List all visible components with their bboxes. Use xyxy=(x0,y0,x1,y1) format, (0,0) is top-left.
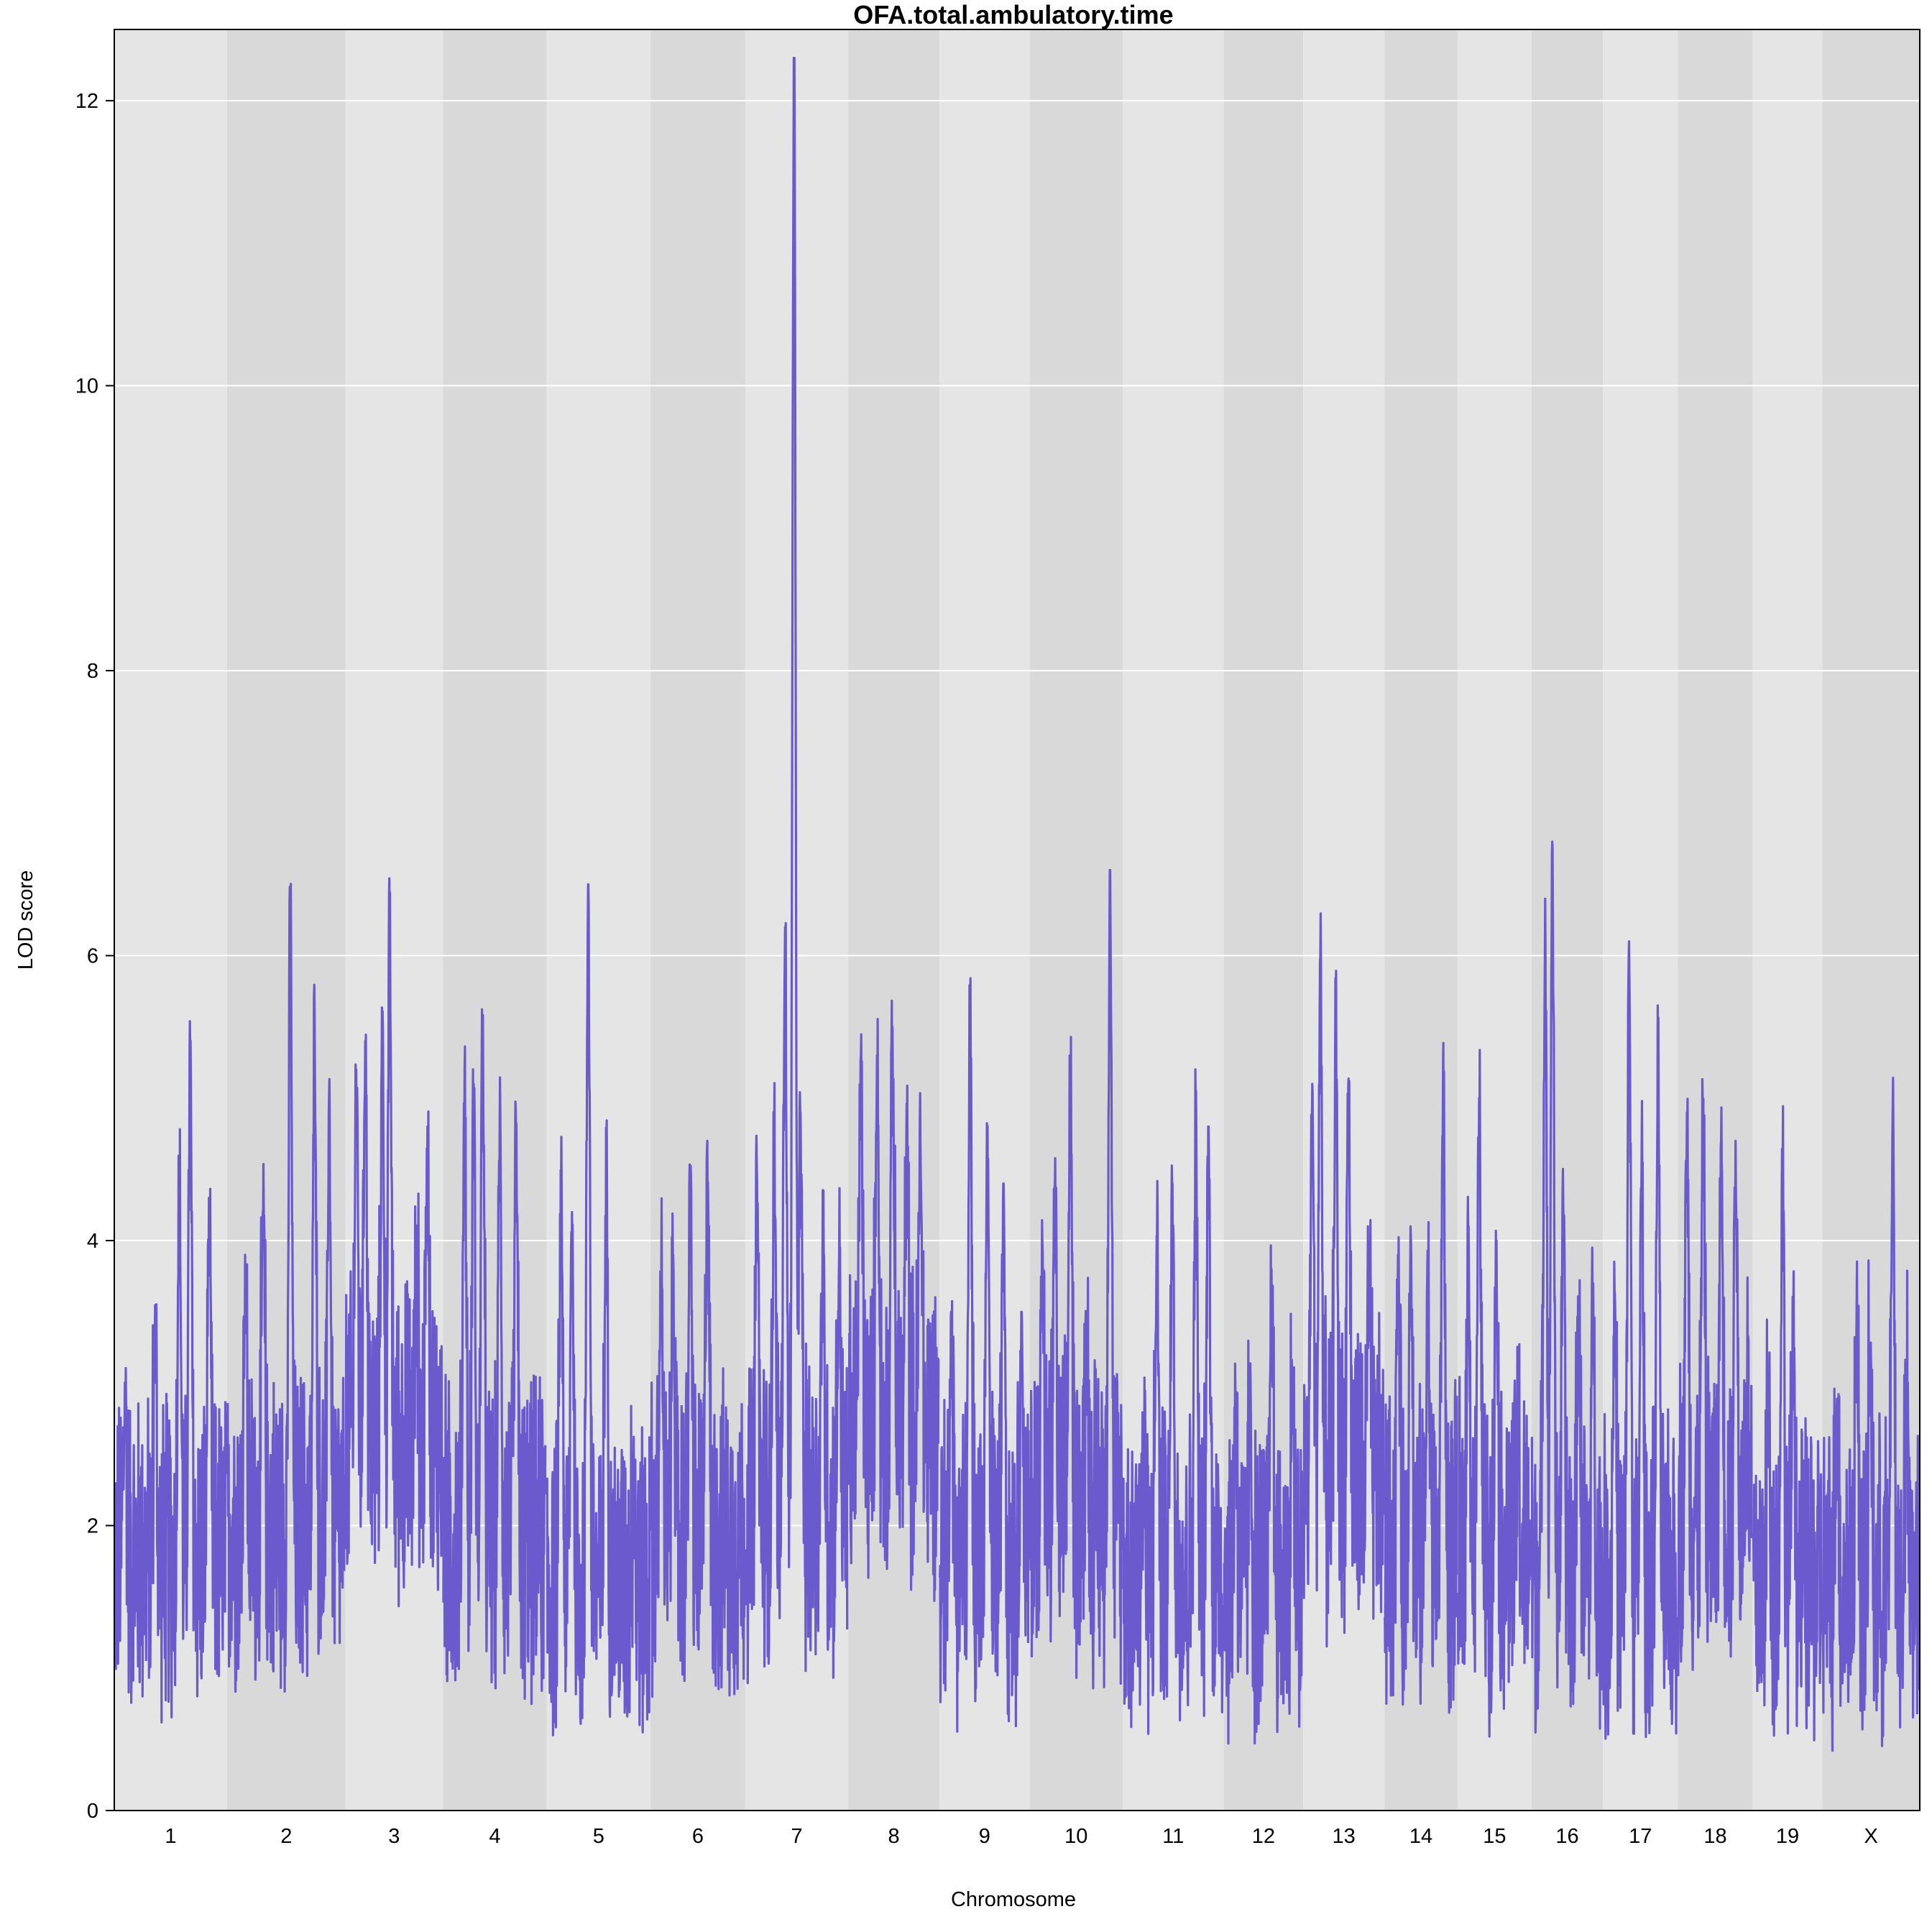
x-tick-label-4: 4 xyxy=(489,1825,500,1848)
lod-line-chr-19 xyxy=(1752,1105,1823,1742)
lod-line-chr-6 xyxy=(650,1139,746,1698)
lod-line-chr-2 xyxy=(226,883,346,1693)
y-tick-label-8: 8 xyxy=(87,660,98,683)
chromosome-band-8 xyxy=(848,29,939,1811)
x-tick-label-19: 19 xyxy=(1776,1825,1799,1848)
lod-line-chr-1 xyxy=(114,1020,227,1724)
lod-line-chr-9 xyxy=(939,977,1030,1733)
chart-title: OFA.total.ambulatory.time xyxy=(853,0,1173,29)
lod-line-chr-4 xyxy=(442,1008,547,1706)
lod-line-chr-13 xyxy=(1302,912,1385,1648)
lod-line-chr-x xyxy=(1821,1076,1920,1752)
y-tick-label-10: 10 xyxy=(75,375,98,398)
x-tick-label-8: 8 xyxy=(888,1825,899,1848)
x-tick-label-11: 11 xyxy=(1162,1825,1184,1848)
y-tick-label-12: 12 xyxy=(75,90,98,113)
x-tick-label-10: 10 xyxy=(1064,1825,1087,1848)
chromosome-band-3 xyxy=(345,29,443,1811)
lod-line-chr-10 xyxy=(1029,868,1123,1690)
y-axis-ticks: 0 2 4 6 8 10 12 xyxy=(75,90,114,1823)
lod-score-series xyxy=(114,56,1920,1752)
y-tick-label-0: 0 xyxy=(87,1800,98,1823)
y-tick-label-4: 4 xyxy=(87,1230,98,1253)
x-tick-label-15: 15 xyxy=(1483,1825,1506,1848)
lod-line-chr-3 xyxy=(344,877,443,1608)
lod-line-chr-17 xyxy=(1602,940,1678,1740)
x-tick-label-14: 14 xyxy=(1409,1825,1432,1848)
plot-frame xyxy=(114,29,1920,1811)
x-tick-label-9: 9 xyxy=(979,1825,990,1848)
x-tick-label-16: 16 xyxy=(1555,1825,1578,1848)
x-tick-label-7: 7 xyxy=(791,1825,802,1848)
x-tick-label-3: 3 xyxy=(388,1825,400,1848)
x-tick-label-2: 2 xyxy=(280,1825,292,1848)
x-tick-label-17: 17 xyxy=(1629,1825,1652,1848)
y-tick-label-6: 6 xyxy=(87,945,98,968)
x-tick-label-5: 5 xyxy=(593,1825,604,1848)
x-tick-label-13: 13 xyxy=(1333,1825,1356,1848)
lod-line-chr-8 xyxy=(847,999,940,1602)
lod-line-chr-16 xyxy=(1530,840,1604,1734)
lod-line-chr-12 xyxy=(1223,1244,1304,1745)
x-tick-label-1: 1 xyxy=(165,1825,176,1848)
x-tick-label-18: 18 xyxy=(1703,1825,1726,1848)
lod-line-chr-14 xyxy=(1384,1041,1458,1714)
lod-line-chr-5 xyxy=(546,883,651,1736)
x-tick-label-12: 12 xyxy=(1252,1825,1275,1848)
lod-line-chr-7 xyxy=(745,56,849,1685)
lod-line-chr-18 xyxy=(1677,1077,1754,1677)
x-tick-label-x: X xyxy=(1864,1825,1878,1848)
lod-line-chr-15 xyxy=(1456,1049,1532,1738)
x-tick-label-6: 6 xyxy=(692,1825,704,1848)
lod-line-chr-11 xyxy=(1122,1068,1224,1735)
x-axis-ticks: 1 2 3 4 5 6 7 8 9 10 11 12 13 14 15 16 17 18 19 X xyxy=(165,1825,1877,1848)
x-axis-label: Chromosome xyxy=(951,1888,1076,1911)
y-tick-label-2: 2 xyxy=(87,1515,98,1538)
y-axis-label: LOD score xyxy=(14,870,37,970)
